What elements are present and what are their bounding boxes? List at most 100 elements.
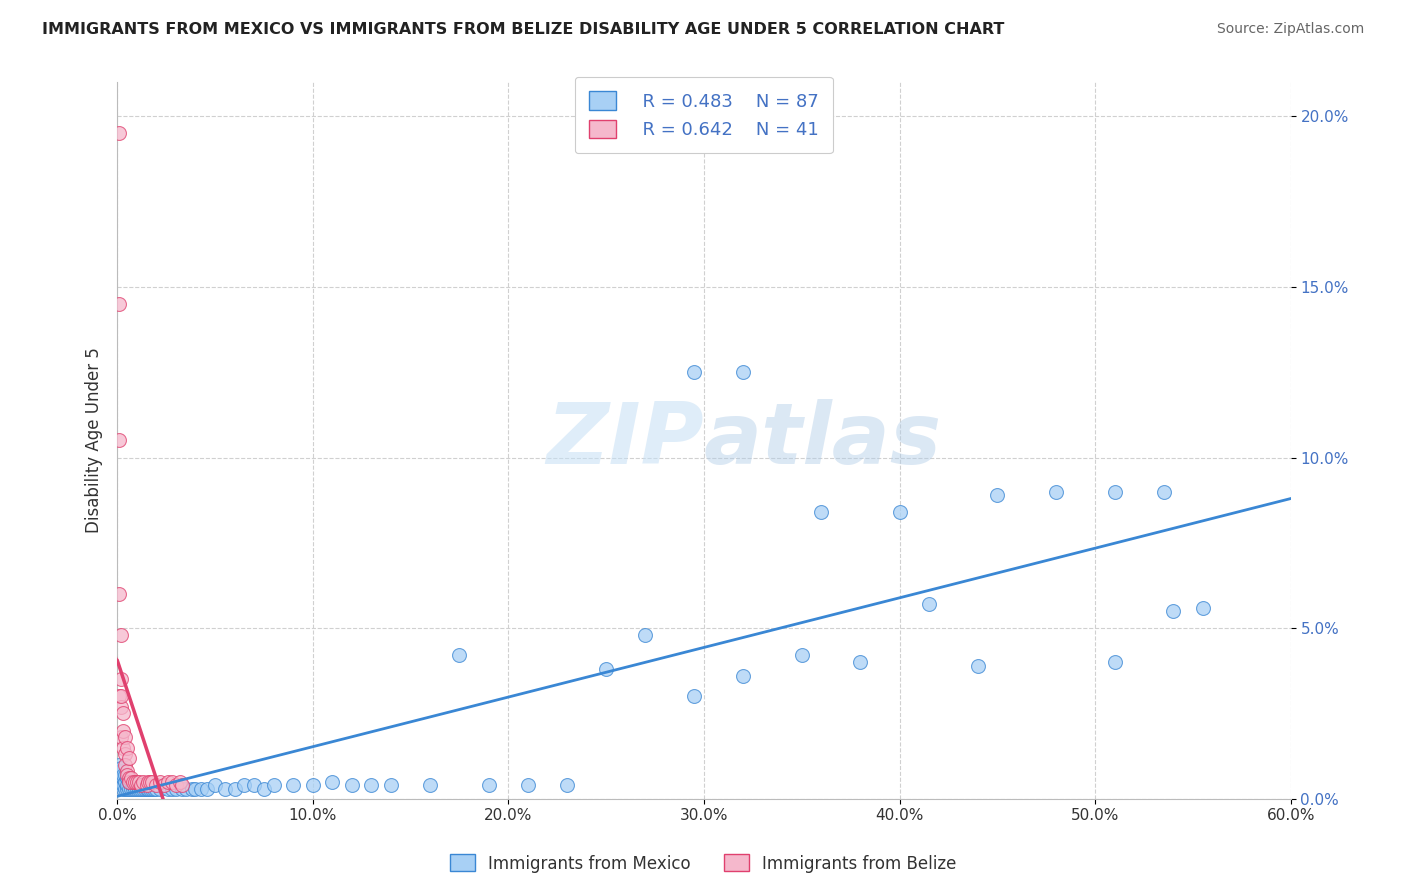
Point (124, 781, 146, 796)
Point (115, 778, 138, 792)
Point (134, 781, 156, 796)
Point (184, 781, 207, 796)
Point (108, 690, 131, 704)
Point (1045, 484, 1067, 499)
Point (478, 778, 501, 792)
Point (124, 774, 146, 789)
Point (340, 778, 363, 792)
Text: atlas: atlas (704, 399, 942, 482)
Point (125, 778, 148, 792)
Point (112, 772, 135, 786)
Point (149, 774, 172, 789)
Point (125, 774, 148, 789)
Point (160, 781, 183, 796)
Point (108, 297, 131, 311)
Point (110, 690, 132, 704)
Point (131, 774, 153, 789)
Text: Source: ZipAtlas.com: Source: ZipAtlas.com (1216, 22, 1364, 37)
Point (128, 774, 150, 789)
Point (214, 781, 236, 796)
Point (138, 774, 160, 789)
Legend: Immigrants from Mexico, Immigrants from Belize: Immigrants from Mexico, Immigrants from … (443, 847, 963, 880)
Point (157, 781, 180, 796)
Point (108, 757, 131, 772)
Point (139, 774, 162, 789)
Point (733, 669, 755, 683)
Point (129, 778, 152, 792)
Point (360, 778, 382, 792)
Point (918, 597, 941, 611)
Point (114, 747, 136, 762)
Point (131, 781, 153, 796)
Point (110, 731, 132, 745)
Point (180, 781, 202, 796)
Point (149, 781, 172, 796)
Point (733, 365, 755, 379)
Point (108, 434, 131, 448)
Point (110, 673, 132, 687)
Point (115, 768, 138, 782)
Point (170, 781, 193, 796)
Point (263, 778, 285, 792)
Point (595, 662, 617, 676)
Point (1104, 484, 1126, 499)
Point (118, 781, 141, 796)
Point (114, 757, 136, 772)
Y-axis label: Disability Age Under 5: Disability Age Under 5 (86, 348, 103, 533)
Point (135, 778, 157, 792)
Point (114, 768, 136, 782)
Point (108, 768, 131, 782)
Point (157, 774, 180, 789)
Point (108, 774, 131, 789)
Point (112, 781, 135, 796)
Point (112, 706, 135, 721)
Point (165, 778, 187, 792)
Point (790, 648, 813, 663)
Point (114, 731, 136, 745)
Point (165, 781, 187, 796)
Point (889, 505, 911, 519)
Point (115, 764, 138, 779)
Point (283, 778, 305, 792)
Point (110, 628, 132, 642)
Point (233, 778, 256, 792)
Point (135, 781, 157, 796)
Point (174, 781, 197, 796)
Legend:   R = 0.483    N = 87,   R = 0.642    N = 41: R = 0.483 N = 87, R = 0.642 N = 41 (575, 77, 832, 153)
Point (114, 781, 136, 796)
Text: IMMIGRANTS FROM MEXICO VS IMMIGRANTS FROM BELIZE DISABILITY AGE UNDER 5 CORRELAT: IMMIGRANTS FROM MEXICO VS IMMIGRANTS FRO… (42, 22, 1004, 37)
Point (449, 648, 471, 663)
Point (321, 774, 343, 789)
Point (1191, 600, 1213, 615)
Point (555, 778, 578, 792)
Point (118, 772, 141, 786)
Point (118, 751, 141, 765)
Point (108, 772, 131, 786)
Point (115, 772, 138, 786)
Point (145, 781, 167, 796)
Point (516, 778, 538, 792)
Point (253, 781, 276, 796)
Point (1163, 604, 1185, 618)
Point (118, 774, 141, 789)
Point (110, 772, 132, 786)
Point (683, 365, 706, 379)
Point (120, 772, 142, 786)
Point (634, 628, 657, 642)
Point (143, 781, 166, 796)
Point (129, 781, 152, 796)
Point (112, 778, 135, 792)
Point (160, 774, 183, 789)
Point (110, 778, 132, 792)
Point (110, 699, 132, 714)
Point (121, 778, 143, 792)
Point (195, 781, 218, 796)
Point (115, 740, 138, 755)
Point (1153, 484, 1175, 499)
Point (114, 774, 136, 789)
Point (419, 778, 441, 792)
Point (849, 655, 872, 669)
Point (118, 774, 141, 789)
Point (139, 781, 162, 796)
Point (243, 778, 266, 792)
